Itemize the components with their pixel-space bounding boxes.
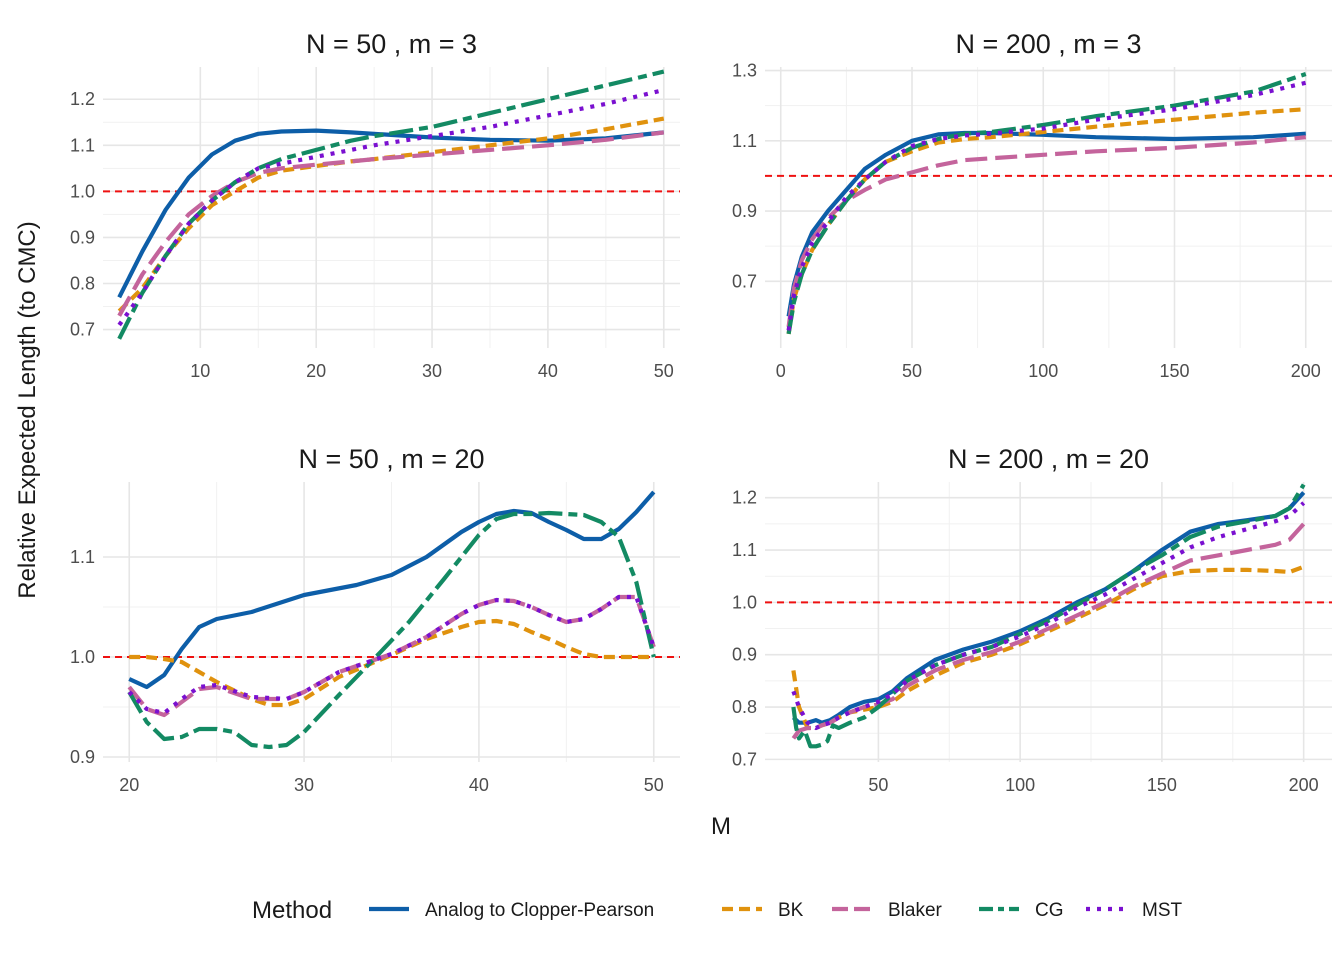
y-tick-label: 1.2 (70, 89, 95, 109)
panel-2: 0 50 100 150 200 0.7 0.9 1.1 1.3 N = 200 , m = 3 (732, 29, 1332, 381)
x-tick-label: 150 (1147, 775, 1177, 795)
legend-label: Blaker (888, 900, 943, 921)
series-line-blaker (786, 135, 1307, 328)
legend-label: Analog to Clopper-Pearson (425, 900, 654, 921)
legend-item-mst: MST (1086, 900, 1183, 921)
series-group (786, 72, 1307, 335)
x-tick-label: 10 (190, 361, 210, 381)
x-tick-label: 40 (538, 361, 558, 381)
y-tick-label: 1.1 (732, 131, 757, 151)
x-tick-label: 50 (868, 775, 888, 795)
panel-3: 20 30 40 50 0.9 1.0 1.1 N = 50 , m = 20 (70, 444, 680, 795)
y-tick-label: 0.9 (70, 747, 95, 767)
series-line-cg (786, 72, 1307, 335)
chart-panels: 10 20 30 40 50 0.7 0.8 0.9 1.0 1.1 1.2 N = 50 , m =… (70, 29, 1332, 795)
series-line-mst (117, 87, 665, 327)
series-line-blaker (791, 522, 1306, 740)
y-tick-label: 0.9 (70, 227, 95, 247)
y-tick-label: 0.8 (732, 697, 757, 717)
series-line-cg (127, 510, 656, 750)
legend-item-analog-to-clopper-pearson: Analog to Clopper-Pearson (369, 900, 654, 921)
y-tick-label: 1.1 (732, 540, 757, 560)
x-tick-label: 0 (776, 361, 786, 381)
panel-4: 50 100 150 200 0.7 0.8 0.9 1.0 1.1 1.2 N = 200 , m… (732, 444, 1332, 795)
y-tick-label: 0.9 (732, 201, 757, 221)
series-line-mst (791, 501, 1306, 731)
x-axis-label: M (711, 813, 731, 840)
legend-label: BK (778, 900, 804, 921)
x-tick-label: 40 (469, 775, 489, 795)
series-group (117, 69, 665, 340)
legend-item-blaker: Blaker (832, 900, 943, 921)
y-tick-label: 1.0 (732, 592, 757, 612)
x-tick-label: 50 (902, 361, 922, 381)
series-line-bk (786, 107, 1306, 335)
series-line-analog-to-clopper-pearson (786, 130, 1306, 317)
x-tick-label: 20 (119, 775, 139, 795)
panel-title: N = 50 , m = 20 (298, 444, 484, 474)
series-line-mst (786, 80, 1307, 331)
series-line-blaker (117, 130, 665, 317)
series-line-analog-to-clopper-pearson (791, 491, 1306, 725)
y-tick-label: 1.3 (732, 61, 757, 81)
legend-item-bk: BK (722, 900, 804, 921)
y-tick-label: 0.8 (70, 274, 95, 294)
x-tick-label: 30 (294, 775, 314, 795)
series-line-bk (791, 564, 1305, 731)
x-tick-label: 50 (644, 775, 664, 795)
y-tick-label: 1.0 (70, 647, 95, 667)
y-tick-label: 1.2 (732, 488, 757, 508)
y-tick-label: 1.1 (70, 547, 95, 567)
y-axis-label: Relative Expected Length (to CMC) (14, 221, 41, 599)
panel-title: N = 50 , m = 3 (306, 29, 477, 59)
x-tick-label: 200 (1291, 361, 1321, 381)
y-tick-label: 0.9 (732, 645, 757, 665)
legend-label: CG (1035, 900, 1064, 921)
legend-item-cg: CG (979, 900, 1064, 921)
y-tick-label: 1.0 (70, 181, 95, 201)
x-tick-label: 50 (654, 361, 674, 381)
series-line-analog-to-clopper-pearson (117, 128, 665, 299)
y-tick-label: 0.7 (732, 271, 757, 291)
x-tick-label: 100 (1005, 775, 1035, 795)
panel-1: 10 20 30 40 50 0.7 0.8 0.9 1.0 1.1 1.2 N = 50 , m =… (70, 29, 680, 381)
legend-label: MST (1142, 900, 1183, 921)
panel-title: N = 200 , m = 20 (948, 444, 1149, 474)
y-tick-label: 1.1 (70, 135, 95, 155)
x-tick-label: 100 (1028, 361, 1058, 381)
legend: Method Analog to Clopper-Pearson BK Blaker… (252, 897, 1183, 924)
x-tick-label: 30 (422, 361, 442, 381)
x-tick-label: 20 (306, 361, 326, 381)
x-tick-label: 200 (1289, 775, 1319, 795)
y-tick-label: 0.7 (70, 320, 95, 340)
series-line-cg (791, 483, 1306, 749)
panel-title: N = 200 , m = 3 (955, 29, 1141, 59)
series-group (791, 483, 1306, 749)
series-line-analog-to-clopper-pearson (128, 490, 656, 690)
y-tick-label: 0.7 (732, 749, 757, 769)
x-tick-label: 150 (1159, 361, 1189, 381)
legend-title: Method (252, 897, 332, 924)
series-group (127, 490, 656, 750)
